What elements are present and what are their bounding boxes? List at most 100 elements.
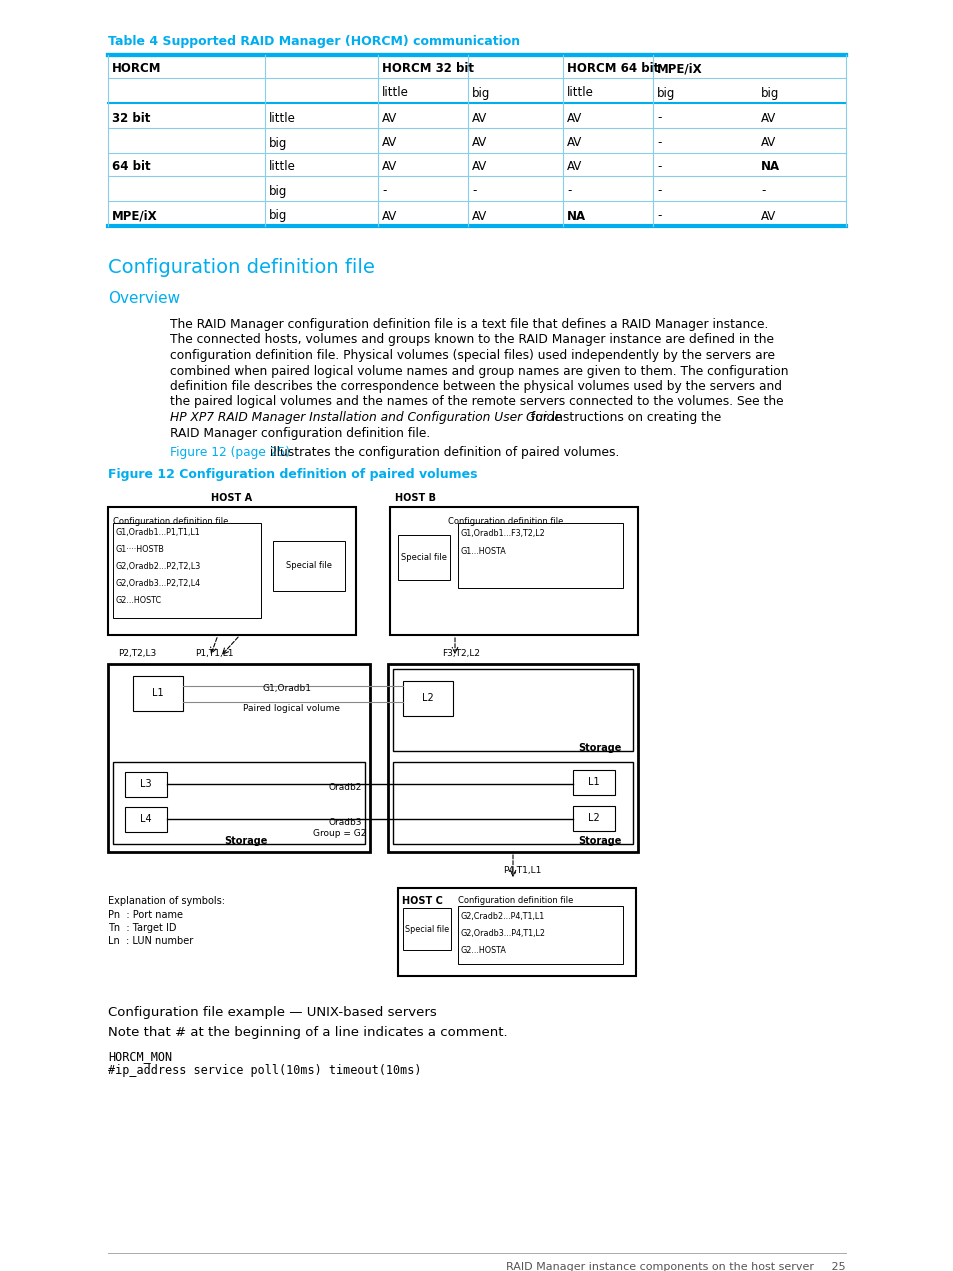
Text: HP XP7 RAID Manager Installation and Configuration User Guide: HP XP7 RAID Manager Installation and Con… <box>170 411 561 425</box>
Text: definition file describes the correspondence between the physical volumes used b: definition file describes the correspond… <box>170 380 781 393</box>
Bar <box>393 763 633 844</box>
Text: little: little <box>269 112 295 125</box>
Text: AV: AV <box>381 112 396 125</box>
Text: Configuration definition file: Configuration definition file <box>448 517 563 526</box>
Bar <box>112 763 365 844</box>
Text: AV: AV <box>566 136 581 150</box>
Text: AV: AV <box>566 112 581 125</box>
Text: big: big <box>269 210 287 222</box>
Bar <box>108 663 370 852</box>
Bar <box>573 770 615 794</box>
Text: RAID Manager instance components on the host server     25: RAID Manager instance components on the … <box>506 1262 845 1271</box>
Text: P1,T1,L1: P1,T1,L1 <box>194 649 233 658</box>
Text: AV: AV <box>566 160 581 174</box>
Text: G1,Oradb1: G1,Oradb1 <box>263 684 312 693</box>
Text: The RAID Manager configuration definition file is a text file that defines a RAI: The RAID Manager configuration definitio… <box>170 318 767 330</box>
Bar <box>132 676 183 710</box>
Text: HORCM_MON: HORCM_MON <box>108 1050 172 1063</box>
Text: Configuration file example — UNIX-based servers: Configuration file example — UNIX-based … <box>108 1007 436 1019</box>
Text: little: little <box>381 86 409 99</box>
Text: big: big <box>472 86 490 99</box>
Text: Overview: Overview <box>108 291 180 306</box>
Text: L2: L2 <box>587 813 599 824</box>
Text: -: - <box>472 184 476 197</box>
Text: HORCM 32 bit: HORCM 32 bit <box>381 62 474 75</box>
Bar <box>108 507 355 636</box>
Text: AV: AV <box>381 210 396 222</box>
Text: AV: AV <box>472 136 487 150</box>
Text: G1...HOSTA: G1...HOSTA <box>460 547 506 555</box>
Text: Oradb3: Oradb3 <box>328 819 361 827</box>
Text: MPE/iX: MPE/iX <box>657 62 702 75</box>
Bar <box>402 907 451 949</box>
Text: 32 bit: 32 bit <box>112 112 151 125</box>
Bar <box>388 663 638 852</box>
Text: G2,Oradb3...P4,T1,L2: G2,Oradb3...P4,T1,L2 <box>460 929 545 938</box>
Bar <box>273 541 345 591</box>
Text: -: - <box>657 210 660 222</box>
Text: AV: AV <box>472 210 487 222</box>
Text: combined when paired logical volume names and group names are given to them. The: combined when paired logical volume name… <box>170 365 788 377</box>
Bar <box>573 806 615 831</box>
Text: for instructions on creating the: for instructions on creating the <box>526 411 720 425</box>
Text: AV: AV <box>760 136 776 150</box>
Text: AV: AV <box>472 112 487 125</box>
Text: NA: NA <box>760 160 780 174</box>
Text: -: - <box>760 184 764 197</box>
Bar <box>125 771 167 797</box>
Text: G1····HOSTB: G1····HOSTB <box>116 545 165 554</box>
Text: Note that # at the beginning of a line indicates a comment.: Note that # at the beginning of a line i… <box>108 1026 507 1038</box>
Text: L1: L1 <box>152 688 164 698</box>
Text: configuration definition file. Physical volumes (special files) used independent: configuration definition file. Physical … <box>170 350 774 362</box>
Text: G2,Cradb2...P4,T1,L1: G2,Cradb2...P4,T1,L1 <box>460 913 545 921</box>
Text: Group = G2: Group = G2 <box>313 829 366 838</box>
Bar <box>457 522 622 588</box>
Text: Special file: Special file <box>400 553 447 562</box>
Text: AV: AV <box>381 136 396 150</box>
Text: G2,Oradb3...P2,T2,L4: G2,Oradb3...P2,T2,L4 <box>116 580 201 588</box>
Text: -: - <box>381 184 386 197</box>
Text: #ip_address service poll(10ms) timeout(10ms): #ip_address service poll(10ms) timeout(1… <box>108 1064 421 1077</box>
Bar <box>390 507 638 636</box>
Bar <box>457 906 622 963</box>
Text: P4,T1,L1: P4,T1,L1 <box>502 866 540 874</box>
Text: 64 bit: 64 bit <box>112 160 151 174</box>
Text: F3,T2,L2: F3,T2,L2 <box>441 649 479 658</box>
Text: -: - <box>657 160 660 174</box>
Text: G1,Oradb1...F3,T2,L2: G1,Oradb1...F3,T2,L2 <box>460 529 545 538</box>
Bar <box>112 522 261 618</box>
Text: -: - <box>566 184 571 197</box>
Text: P2,T2,L3: P2,T2,L3 <box>118 649 156 658</box>
Text: NA: NA <box>566 210 585 222</box>
Text: Figure 12 Configuration definition of paired volumes: Figure 12 Configuration definition of pa… <box>108 468 477 480</box>
Text: Special file: Special file <box>404 924 449 933</box>
Text: MPE/iX: MPE/iX <box>112 210 157 222</box>
Text: L1: L1 <box>588 777 599 787</box>
Text: L2: L2 <box>421 693 434 703</box>
Text: AV: AV <box>472 160 487 174</box>
Text: AV: AV <box>760 112 776 125</box>
Text: big: big <box>760 86 779 99</box>
Text: illustrates the configuration definition of paired volumes.: illustrates the configuration definition… <box>266 446 618 459</box>
Text: HORCM 64 bit: HORCM 64 bit <box>566 62 659 75</box>
Text: little: little <box>566 86 594 99</box>
Text: Table 4 Supported RAID Manager (HORCM) communication: Table 4 Supported RAID Manager (HORCM) c… <box>108 36 519 48</box>
Text: G2...HOSTA: G2...HOSTA <box>460 946 506 955</box>
Text: Figure 12 (page 25): Figure 12 (page 25) <box>170 446 290 459</box>
Text: G1,Oradb1...P1,T1,L1: G1,Oradb1...P1,T1,L1 <box>116 527 200 538</box>
Bar <box>397 888 636 976</box>
Bar <box>402 681 453 716</box>
Text: Storage: Storage <box>224 836 267 846</box>
Text: AV: AV <box>381 160 396 174</box>
Text: Configuration definition file: Configuration definition file <box>457 896 573 905</box>
Text: L3: L3 <box>140 779 152 789</box>
Text: Storage: Storage <box>578 744 620 752</box>
Text: Configuration definition file: Configuration definition file <box>108 258 375 277</box>
Text: big: big <box>269 136 287 150</box>
Text: Pn  : Port name: Pn : Port name <box>108 910 183 920</box>
Text: HOST C: HOST C <box>401 896 442 906</box>
Text: Ln  : LUN number: Ln : LUN number <box>108 935 193 946</box>
Text: Explanation of symbols:: Explanation of symbols: <box>108 896 225 906</box>
Text: The connected hosts, volumes and groups known to the RAID Manager instance are d: The connected hosts, volumes and groups … <box>170 333 773 347</box>
Text: RAID Manager configuration definition file.: RAID Manager configuration definition fi… <box>170 427 430 440</box>
